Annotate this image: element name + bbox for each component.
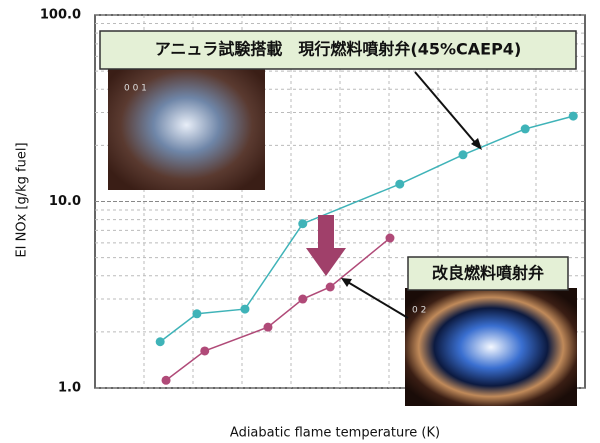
data-point xyxy=(395,179,405,189)
annotation: 改良燃料噴射弁 xyxy=(432,264,544,283)
pointer xyxy=(345,280,409,319)
improvement-arrow xyxy=(306,215,346,276)
annotation-box xyxy=(99,30,577,70)
data-point xyxy=(568,111,578,121)
photo-label: 0 0 1 xyxy=(124,84,147,94)
data-point xyxy=(192,309,202,319)
data-point xyxy=(458,150,468,160)
y-tick-label: 1.0 xyxy=(58,381,81,396)
data-point xyxy=(200,346,210,356)
annotation: アニュラ試験搭載 現行燃料噴射弁(45%CAEP4) xyxy=(155,40,522,59)
data-point xyxy=(520,124,530,134)
data-point xyxy=(155,337,165,347)
data-point xyxy=(161,375,171,385)
y-tick-label: 10.0 xyxy=(49,194,81,209)
data-point xyxy=(263,322,273,332)
data-point xyxy=(240,304,250,314)
pointer-head xyxy=(341,278,352,287)
y-tick-label: 100.0 xyxy=(40,8,81,23)
annotation-box xyxy=(407,256,569,291)
pointer xyxy=(414,71,479,147)
data-point xyxy=(298,219,308,229)
y-axis-title: EI NOx [g/kg fuel] xyxy=(15,142,30,257)
photo-label: 0 2 xyxy=(412,306,426,316)
photo xyxy=(405,288,577,406)
photo xyxy=(108,60,265,190)
data-point xyxy=(385,233,395,243)
x-axis-title: Adiabatic flame temperature (K) xyxy=(230,426,440,441)
data-point xyxy=(325,282,335,292)
pointer-head xyxy=(471,138,482,150)
data-point xyxy=(298,294,308,304)
series-line xyxy=(165,237,391,381)
series-line xyxy=(159,115,574,343)
